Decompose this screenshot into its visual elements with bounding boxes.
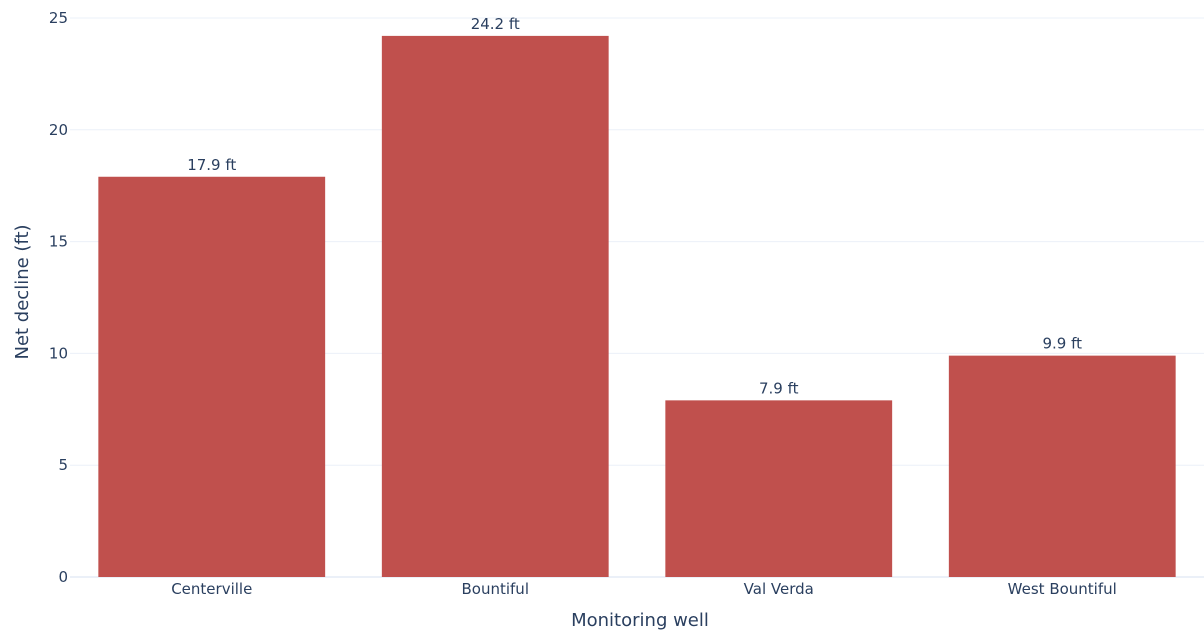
bar [948, 355, 1176, 577]
y-tick-label: 15 [49, 233, 68, 251]
y-tick-label: 5 [58, 456, 68, 474]
bar-value-label: 7.9 ft [759, 379, 799, 397]
y-axis-title: Net decline (ft) [12, 224, 33, 359]
x-axis-title: Monitoring well [571, 610, 709, 631]
bar-value-label: 9.9 ft [1042, 335, 1082, 353]
bar [381, 35, 609, 577]
bars [98, 35, 1176, 578]
x-tick-label: Val Verda [744, 580, 814, 598]
x-tick-label: Centerville [171, 580, 252, 598]
x-tick-label: Bountiful [462, 580, 530, 598]
y-tick-label: 20 [49, 121, 68, 139]
bar [665, 400, 893, 577]
y-tick-label: 10 [49, 344, 68, 362]
bar-value-label: 17.9 ft [187, 156, 236, 174]
data-labels: 17.9 ft 24.2 ft 7.9 ft 9.9 ft [187, 15, 1082, 397]
x-tick-label: West Bountiful [1008, 580, 1117, 598]
y-tick-label: 25 [49, 9, 68, 27]
x-axis-ticks: Centerville Bountiful Val Verda West Bounti… [171, 580, 1117, 598]
bar-value-label: 24.2 ft [471, 15, 520, 33]
y-axis-ticks: 0 5 10 15 20 25 [49, 9, 68, 586]
bar [98, 176, 326, 578]
y-tick-label: 0 [58, 568, 68, 586]
